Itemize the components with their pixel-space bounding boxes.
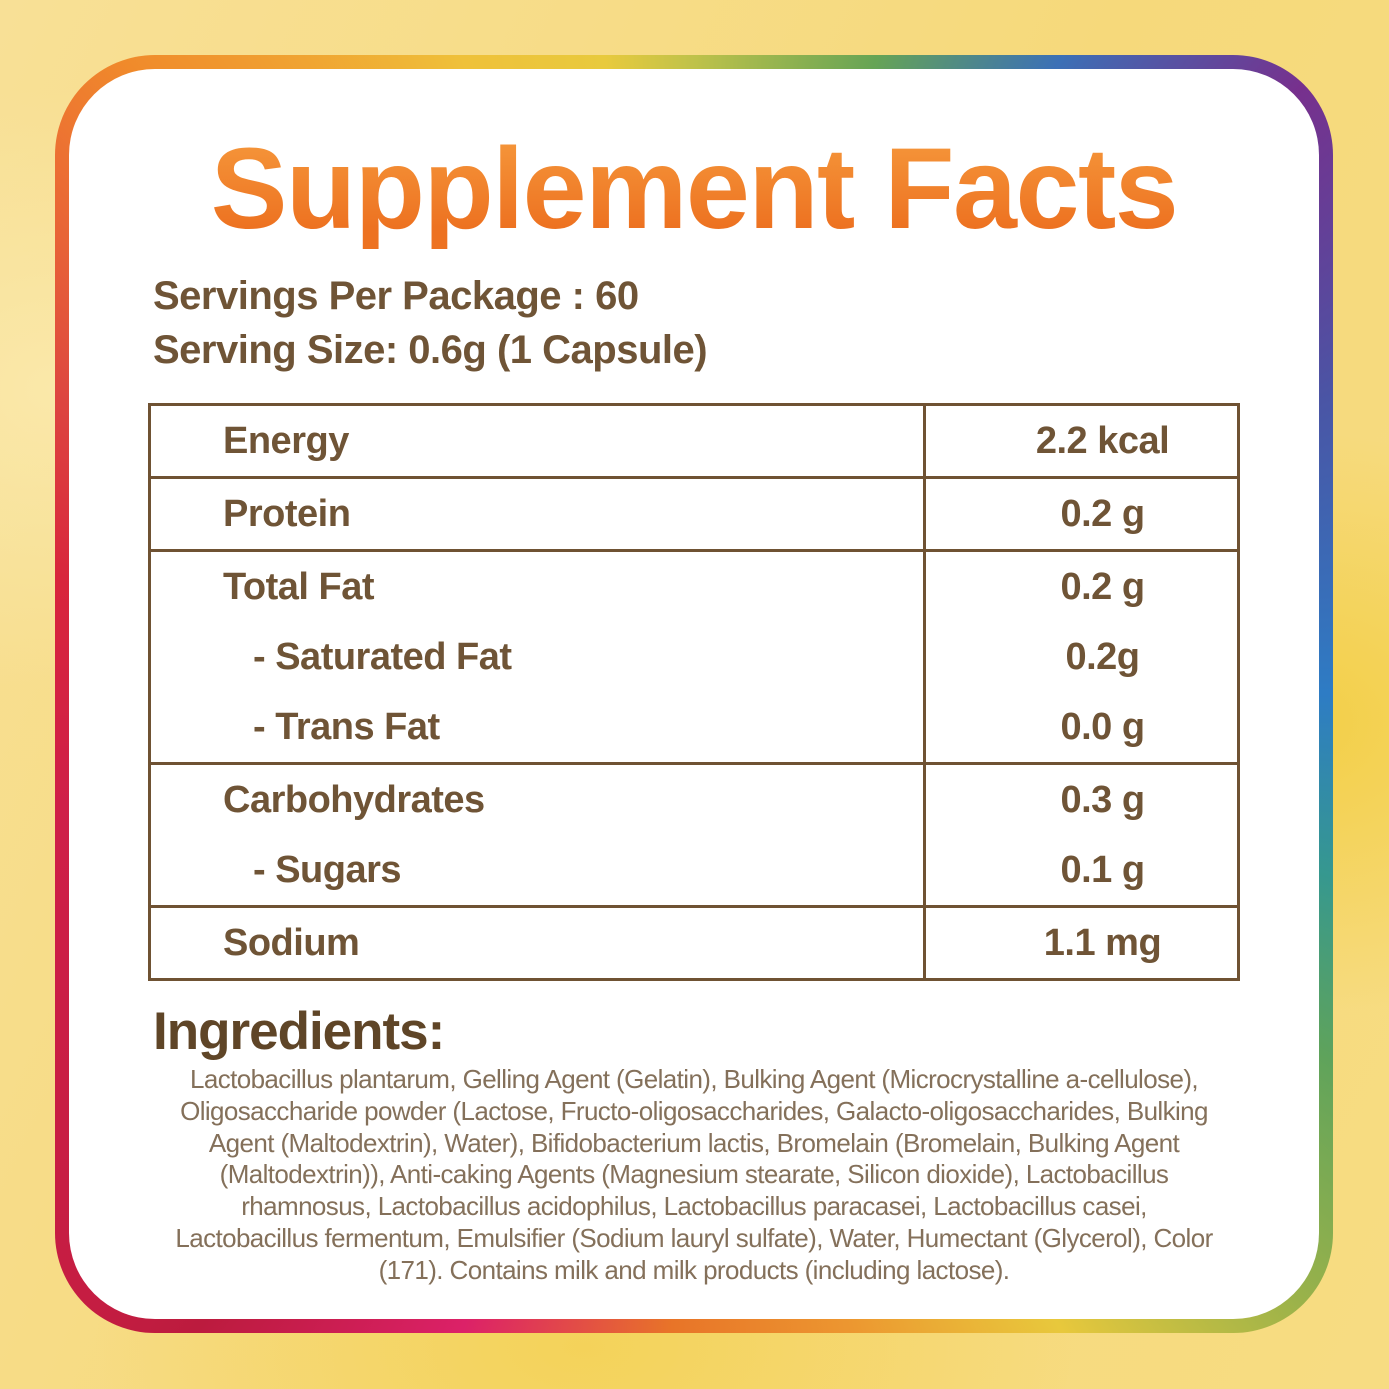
nutrient-value: 1.1 mg [1043, 921, 1162, 964]
nutrient-label: Sodium [223, 921, 360, 964]
nutrient-value: 0.1 g [1060, 848, 1145, 891]
ingredients-line: (Maltodextrin)), Anti-caking Agents (Mag… [219, 1159, 1169, 1190]
nutrient-label: Protein [223, 492, 351, 535]
nutrient-value: 0.0 g [1060, 705, 1145, 748]
table-row-total-fat: Total Fat - Saturated Fat - Trans Fat 0.… [151, 549, 1237, 762]
page-title: Supplement Facts [69, 129, 1319, 249]
ingredients-line: (171). Contains milk and milk products (… [378, 1254, 1010, 1285]
supplement-facts-card: Supplement Facts Servings Per Package : … [69, 69, 1319, 1319]
ingredients-paragraph: Lactobacillus plantarum, Gelling Agent (… [69, 1064, 1319, 1287]
ingredients-line: Oligosaccharide powder (Lactose, Fructo-… [180, 1095, 1208, 1126]
ingredients-line: Agent (Maltodextrin), Water), Bifidobact… [208, 1127, 1180, 1158]
nutrient-value: 0.2 g [1060, 565, 1145, 608]
nutrient-label-sub: - Sugars [253, 848, 402, 891]
serving-info: Servings Per Package : 60 Serving Size: … [153, 269, 708, 377]
ingredients-line: Lactobacillus plantarum, Gelling Agent (… [189, 1064, 1199, 1094]
nutrient-label: Carbohydrates [223, 778, 485, 821]
nutrition-table: Energy 2.2 kcal Protein 0.2 g Total Fat … [148, 403, 1240, 981]
nutrient-label: Energy [223, 419, 349, 462]
servings-per-package: Servings Per Package : 60 [153, 274, 639, 318]
ingredients-line: rhamnosus, Lactobacillus acidophilus, La… [241, 1191, 1147, 1222]
nutrient-label-sub: - Trans Fat [253, 705, 440, 748]
nutrient-label: Total Fat [223, 565, 375, 608]
table-row-sodium: Sodium 1.1 mg [151, 905, 1237, 978]
nutrient-label-sub: - Saturated Fat [253, 635, 512, 678]
ingredients-heading: Ingredients: [153, 1002, 445, 1061]
nutrient-value: 0.2g [1065, 635, 1140, 678]
table-row-protein: Protein 0.2 g [151, 476, 1237, 549]
serving-size: Serving Size: 0.6g (1 Capsule) [153, 328, 708, 372]
table-row-energy: Energy 2.2 kcal [151, 406, 1237, 476]
nutrient-value: 0.3 g [1060, 778, 1145, 821]
nutrient-value: 0.2 g [1060, 492, 1145, 535]
rainbow-border: Supplement Facts Servings Per Package : … [55, 55, 1333, 1333]
ingredients-line: Lactobacillus fermentum, Emulsifier (Sod… [175, 1222, 1213, 1253]
nutrient-value: 2.2 kcal [1035, 419, 1170, 462]
table-row-carbohydrates: Carbohydrates - Sugars 0.3 g 0.1 g [151, 762, 1237, 905]
